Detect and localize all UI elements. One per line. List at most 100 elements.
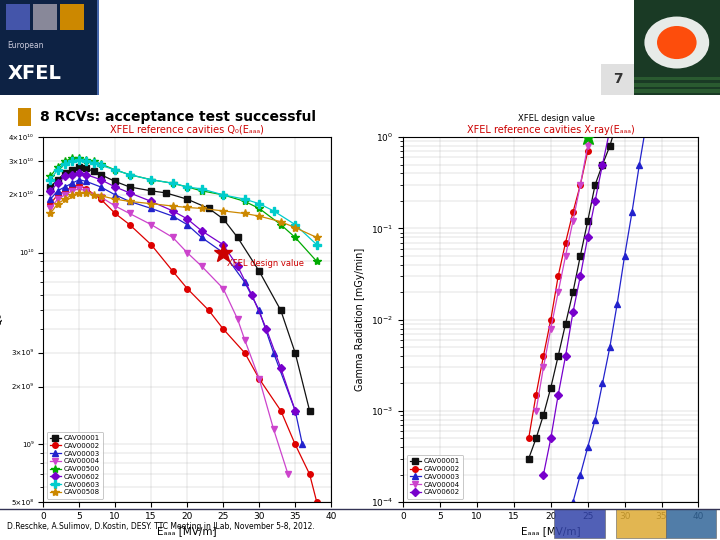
CAV00002 [583,148,592,154]
CAV00602 [569,309,577,316]
CAV00602 [621,57,629,63]
CAV00002 [305,471,314,477]
X-axis label: Eₐₐₐ [MV/m]: Eₐₐₐ [MV/m] [158,526,217,536]
CAV00004 [284,471,292,477]
CAV00004 [613,6,621,13]
CAV00602 [60,173,69,180]
CAV00001 [255,268,264,274]
CAV00001 [219,215,228,222]
CAV00004 [583,143,592,149]
CAV00002 [531,392,540,398]
CAV00500 [82,157,91,163]
CAV00004 [591,106,600,113]
CAV00004 [569,218,577,225]
CAV00603 [219,192,228,198]
CAV00603 [46,177,55,183]
CAV00508 [68,192,76,198]
CAV00003 [82,178,91,185]
CAV00602 [53,180,62,186]
CAV00002 [255,375,264,382]
Line: CAV00508: CAV00508 [46,188,321,241]
Line: CAV00004: CAV00004 [534,0,686,414]
CAV00001 [204,205,213,212]
CAV00002 [240,350,249,356]
CAV00004 [240,337,249,343]
CAV00004 [255,375,264,382]
CAV00602 [219,241,228,248]
CAV00001 [46,184,55,190]
CAV00602 [46,187,55,194]
CAV00004 [554,289,562,295]
CAV00602 [183,215,192,222]
Text: XFEL: XFEL [7,64,61,83]
Bar [634,83,720,87]
CAV00004 [598,70,607,77]
CAV00500 [197,187,206,194]
Bar [634,0,720,94]
CAV00500 [312,258,321,265]
CAV00004 [531,408,540,414]
CAV00602 [546,435,555,442]
CAV00500 [125,171,134,178]
CAV00603 [183,184,192,190]
CAV00500 [68,155,76,161]
Line: CAV00003: CAV00003 [48,177,305,447]
CAV00001 [576,253,585,259]
CAV00603 [168,180,177,186]
CAV00603 [75,157,84,163]
Bar [18,108,31,126]
CAV00508 [219,208,228,214]
CAV00001 [68,167,76,173]
Line: CAV00602: CAV00602 [541,0,686,477]
CAV00602 [554,392,562,398]
CAV00602 [147,198,156,205]
Bar [60,4,84,30]
CAV00002 [613,36,621,42]
CAV00004 [68,187,76,194]
CAV00602 [262,326,271,332]
CAV00001 [53,177,62,183]
CAV00602 [276,365,285,372]
Text: XFEL design value: XFEL design value [227,259,304,268]
CAV00001 [621,90,629,97]
CAV00003 [598,380,607,387]
Line: CAV00002: CAV00002 [48,183,320,505]
Line: CAV00500: CAV00500 [46,154,321,266]
CAV00001 [524,455,533,462]
CAV00004 [219,285,228,292]
CAV00002 [291,441,300,448]
CAV00500 [75,155,84,161]
CAV00003 [240,279,249,286]
Y-axis label: Gamma Radiation [mGy/min]: Gamma Radiation [mGy/min] [356,248,366,392]
CAV00002 [82,186,91,192]
CAV00602 [96,177,105,183]
Legend: CAV00001, CAV00002, CAV00003, CAV00004, CAV00500, CAV00602, CAV00603, CAV00508: CAV00001, CAV00002, CAV00003, CAV00004, … [47,431,103,499]
CAV00602 [576,273,585,279]
CAV00603 [291,221,300,228]
CAV00602 [197,227,206,234]
CAV00004 [147,221,156,228]
CAV00003 [183,221,192,228]
CAV00500 [219,192,228,198]
CAV00508 [312,234,321,241]
CAV00001 [305,408,314,414]
Text: XFEL design value: XFEL design value [518,114,595,123]
Legend: CAV00001, CAV00002, CAV00003, CAV00004, CAV00602: CAV00001, CAV00002, CAV00003, CAV00004, … [407,455,463,499]
CAV00002 [147,241,156,248]
CAV00002 [96,196,105,202]
CAV00602 [628,26,636,33]
Text: SUMMARY (after surface preparation at DESY): SUMMARY (after surface preparation at DE… [112,65,566,83]
CAV00508 [197,205,206,212]
CAV00002 [606,63,614,69]
CAV00603 [312,241,321,248]
CAV00603 [197,186,206,192]
CAV00500 [96,161,105,167]
CAV00602 [539,471,548,478]
CAV00003 [53,187,62,194]
CAV00003 [650,79,659,85]
CAV00602 [598,161,607,168]
CAV00001 [233,234,242,241]
CAV00001 [161,190,170,196]
CAV00508 [46,210,55,217]
CAV00001 [613,118,621,124]
